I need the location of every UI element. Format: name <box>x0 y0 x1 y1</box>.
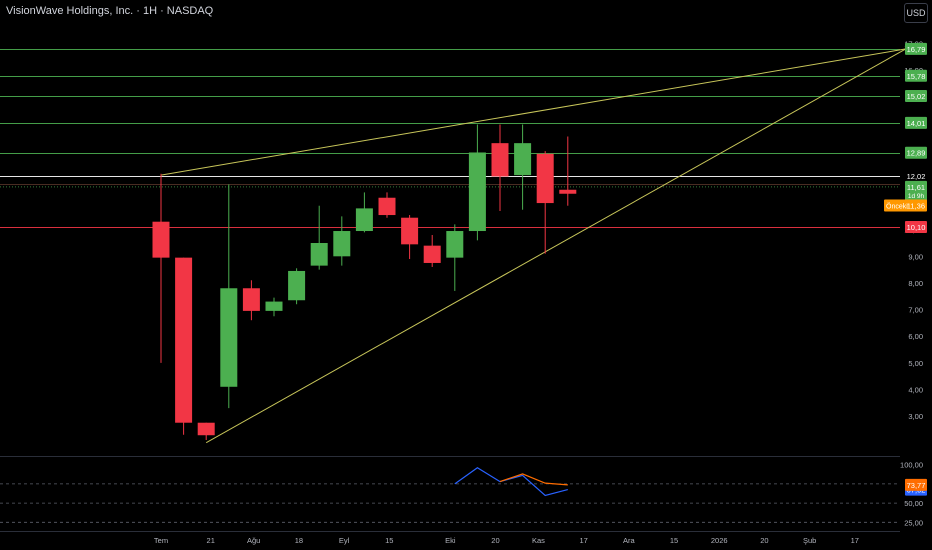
x-tick-label: 17 <box>579 536 587 545</box>
osc-series-line <box>454 467 568 497</box>
osc-y-tick-label: 50,00 <box>904 499 923 508</box>
candle-body <box>265 301 283 311</box>
y-tick-label: 6,00 <box>908 332 923 341</box>
x-tick-label: 20 <box>760 536 768 545</box>
candle-body <box>355 208 373 232</box>
candle-body <box>401 217 419 245</box>
candle-body <box>242 288 260 311</box>
osc-y-tick-label: 100,00 <box>900 461 923 470</box>
osc-value-tag <box>905 478 927 491</box>
level-tag-label: 14,01 <box>907 119 926 128</box>
countdown-label: 1d 9h <box>908 193 925 200</box>
level-tag <box>905 146 927 159</box>
candle-body <box>288 270 306 301</box>
candle-body <box>378 197 396 216</box>
candle-body <box>197 422 215 436</box>
x-tick-label: Şub <box>803 536 816 545</box>
currency-button[interactable]: USD <box>904 3 928 23</box>
x-tick-label: 15 <box>385 536 393 545</box>
level-tag <box>905 169 927 182</box>
x-tick-label: Kas <box>532 536 545 545</box>
level-tag-label: 15,02 <box>907 92 926 101</box>
candle-body <box>559 189 577 194</box>
x-tick-label: Eki <box>445 536 456 545</box>
osc-value-label: 73,77 <box>907 481 926 490</box>
y-tick-label: 7,00 <box>908 306 923 315</box>
x-tick-label: 20 <box>491 536 499 545</box>
candle-body <box>152 221 170 258</box>
previous-close-tag <box>884 199 927 212</box>
candle-body <box>220 288 238 387</box>
osc-series-line <box>499 473 568 486</box>
trendline <box>160 48 906 176</box>
y-tick-label: 9,00 <box>908 252 923 261</box>
last-price-tag <box>905 180 927 201</box>
candle-body <box>333 231 351 257</box>
candle-body <box>514 143 532 176</box>
x-tick-label: Ağu <box>247 536 260 545</box>
level-tag <box>905 90 927 103</box>
osc-y-tick-label: 25,00 <box>904 518 923 527</box>
previous-close-name: Önceki <box>886 202 908 210</box>
level-tag-label: 12,89 <box>907 149 926 158</box>
chart-title: VisionWave Holdings, Inc. · 1H · NASDAQ <box>6 5 214 17</box>
level-tag-label: 10,10 <box>907 223 926 232</box>
y-tick-label: 8,00 <box>908 279 923 288</box>
level-tag <box>905 69 927 82</box>
y-tick-label: 3,00 <box>908 412 923 421</box>
candle-body <box>468 152 486 232</box>
x-tick-label: Eyl <box>339 536 350 545</box>
x-tick-label: Tem <box>154 536 168 545</box>
level-tag-label: 12,02 <box>907 172 926 181</box>
level-tag <box>905 221 927 234</box>
previous-close-label: 11,36 <box>907 201 925 210</box>
trendline <box>205 48 907 444</box>
x-tick-label: Ara <box>623 536 636 545</box>
candle-body <box>446 231 464 258</box>
x-tick-label: 21 <box>207 536 215 545</box>
y-tick-label: 5,00 <box>908 359 923 368</box>
level-tag-label: 15,78 <box>907 72 926 81</box>
candle-body <box>310 243 328 266</box>
y-tick-label: 4,00 <box>908 385 923 394</box>
candle-body <box>175 257 193 423</box>
candle-body <box>536 153 554 204</box>
last-price-label: 11,61 <box>907 183 925 192</box>
candle-body <box>491 143 509 177</box>
level-tag <box>905 42 927 55</box>
candle-body <box>423 245 441 263</box>
x-tick-label: 15 <box>670 536 678 545</box>
x-tick-label: 17 <box>851 536 859 545</box>
level-tag <box>905 116 927 129</box>
level-tag-label: 16,79 <box>907 45 926 54</box>
x-tick-label: 18 <box>295 536 303 545</box>
x-tick-label: 2026 <box>711 536 728 545</box>
